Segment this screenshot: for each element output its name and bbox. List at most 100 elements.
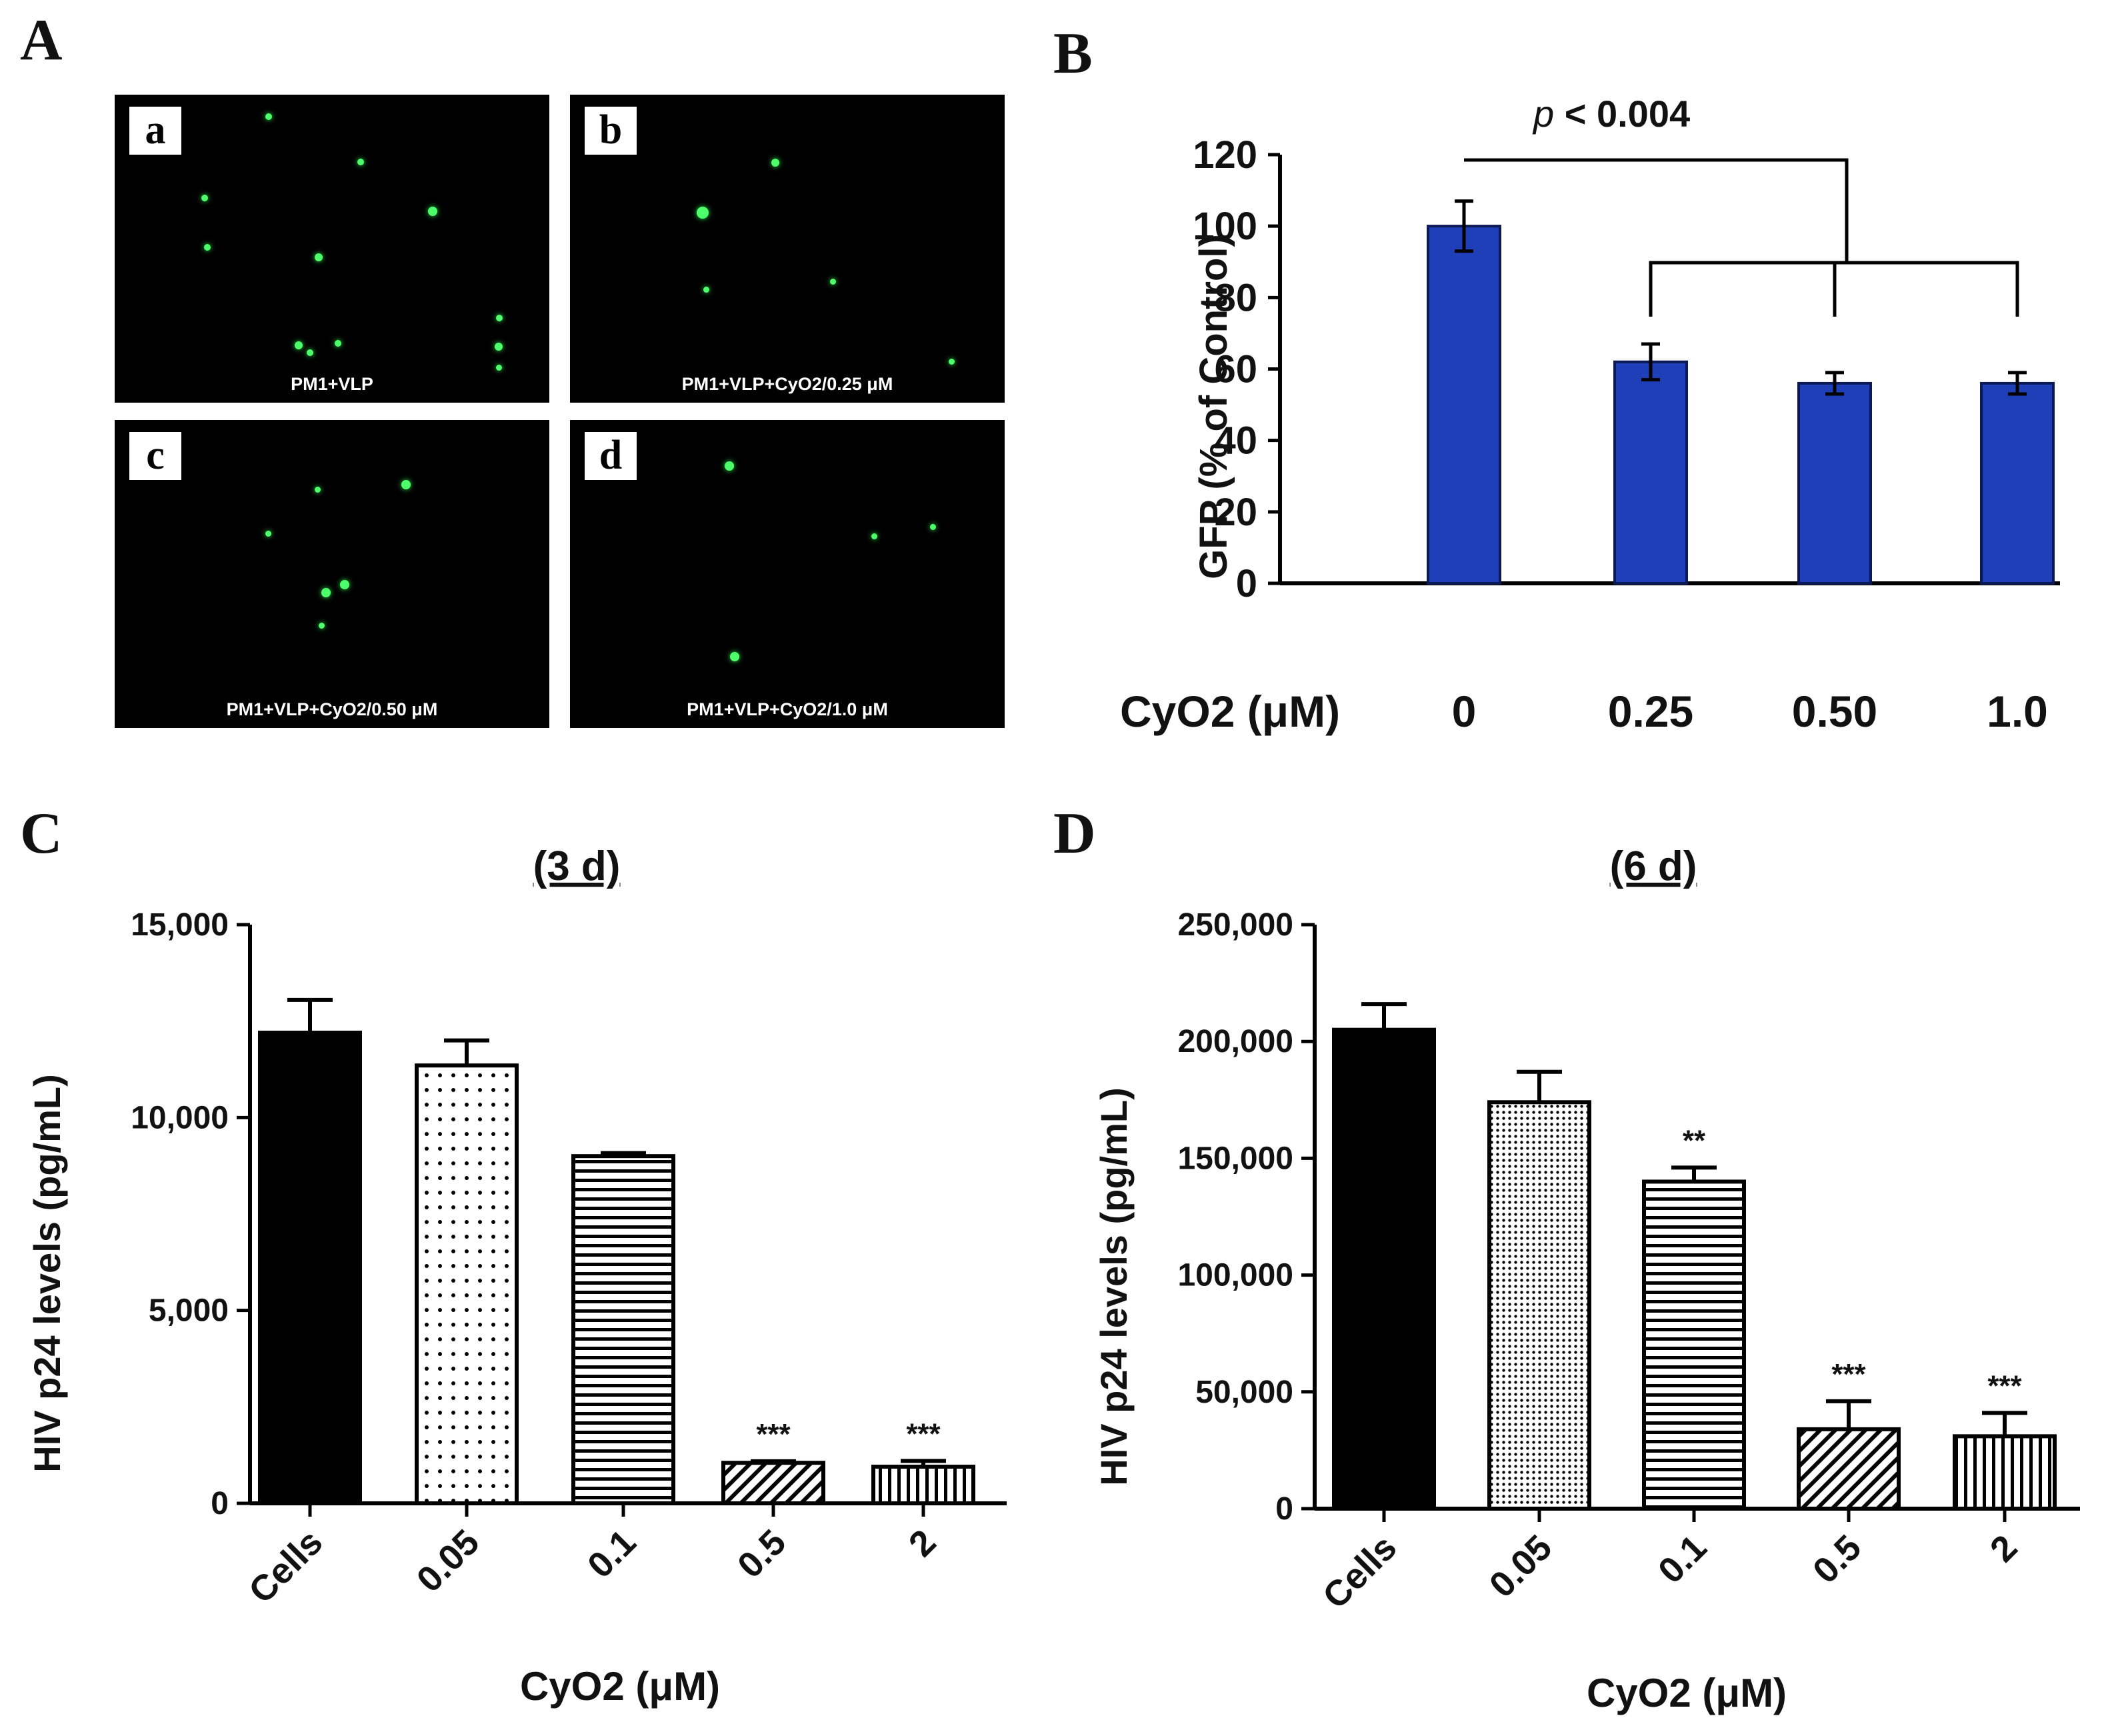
significance-bracket-top <box>1464 158 1849 263</box>
bar <box>415 1063 519 1506</box>
fluorescent-cell <box>949 359 955 365</box>
y-tick-label: 100,000 <box>1177 1258 1293 1293</box>
fluorescent-cell <box>265 113 272 120</box>
fluorescent-cell <box>703 287 709 293</box>
chart-b: GFP (% of Control) CyO2 (μM) p < 0.004 0… <box>1120 93 2060 736</box>
chart-title: (3 d) <box>533 843 621 889</box>
bar <box>258 1031 362 1505</box>
fluorescent-cell <box>871 533 877 539</box>
significance-marker: *** <box>756 1418 791 1451</box>
x-tick-label: 0.05 <box>409 1522 487 1600</box>
y-tick-label: 250,000 <box>1177 907 1293 943</box>
y-tick-label: 50,000 <box>1195 1375 1293 1410</box>
x-axis-label: CyO2 (μM) <box>520 1664 720 1709</box>
fluorescent-cell <box>428 207 437 216</box>
micrograph-caption: PM1+VLP <box>291 374 373 394</box>
micrograph-b: b PM1+VLP+CyO2/0.25 μM <box>570 95 1005 403</box>
fluorescent-cell <box>321 588 331 597</box>
chart-d: (6 d) HIV p24 levels (pg/mL) CyO2 (μM) 0… <box>1093 843 2080 1715</box>
micrograph-tag: c <box>129 432 181 480</box>
significance-marker: ** <box>1683 1124 1706 1157</box>
fluorescent-cell <box>496 365 502 371</box>
fluorescent-cell <box>335 340 341 347</box>
y-tick-label: 10,000 <box>131 1100 229 1135</box>
x-tick-label: Cells <box>241 1522 331 1611</box>
p-value-annotation: p < 0.004 <box>1532 93 1690 135</box>
y-tick-label: 200,000 <box>1177 1024 1293 1059</box>
bar <box>1613 360 1688 585</box>
bar <box>1642 1179 1746 1511</box>
y-tick-label: 100 <box>1193 205 1257 248</box>
y-tick-label: 120 <box>1193 133 1257 177</box>
fluorescent-cell <box>697 207 709 219</box>
y-tick-label: 80 <box>1214 276 1257 319</box>
x-tick-label: 2 <box>901 1522 944 1565</box>
y-axis-label: HIV p24 levels (pg/mL) <box>1093 1087 1135 1486</box>
fluorescent-cell <box>401 480 411 489</box>
micrograph-a: a PM1+VLP <box>115 95 549 403</box>
fluorescent-cell <box>265 531 271 537</box>
y-tick-label: 60 <box>1214 348 1257 391</box>
bar <box>1980 381 2055 585</box>
fluorescent-cell <box>730 652 739 661</box>
x-tick-label: 0.25 <box>1608 687 1693 736</box>
y-tick-label: 0 <box>1275 1491 1293 1527</box>
micrograph-tag: a <box>129 107 181 155</box>
fluorescent-cell <box>725 461 734 471</box>
bar <box>1487 1100 1591 1511</box>
micrograph-tag: b <box>585 107 637 155</box>
x-tick-label: 0.5 <box>730 1522 794 1586</box>
x-tick-label: 0.5 <box>1805 1527 1869 1591</box>
y-axis-label: HIV p24 levels (pg/mL) <box>26 1074 68 1473</box>
y-tick-label: 0 <box>1236 562 1257 605</box>
fluorescent-cell <box>930 524 936 530</box>
x-tick-label: 0.1 <box>1651 1527 1715 1591</box>
chart-c: (3 d) HIV p24 levels (pg/mL) CyO2 (μM) 0… <box>26 843 1007 1709</box>
x-tick-label: 1.0 <box>1987 687 2048 736</box>
x-tick-label: 0.05 <box>1482 1527 1560 1605</box>
significance-bracket-bottom <box>1649 261 2019 317</box>
micrograph-tag: d <box>585 432 637 480</box>
fluorescent-cell <box>315 487 321 493</box>
micrograph-c: c PM1+VLP+CyO2/0.50 μM <box>115 420 549 728</box>
fluorescent-cell <box>830 279 836 285</box>
x-tick-label: 2 <box>1983 1527 2025 1570</box>
bar <box>571 1154 675 1505</box>
bar <box>721 1461 825 1505</box>
micrograph-d: d PM1+VLP+CyO2/1.0 μM <box>570 420 1005 728</box>
chart-title: (6 d) <box>1610 843 1697 889</box>
fluorescent-cell <box>319 623 325 629</box>
fluorescent-cell <box>307 349 313 356</box>
bar <box>1953 1434 2057 1511</box>
x-axis-label: CyO2 (μM) <box>1587 1671 1787 1715</box>
micrograph-caption: PM1+VLP+CyO2/1.0 μM <box>687 699 888 719</box>
fluorescent-cell <box>315 253 323 261</box>
significance-marker: *** <box>1831 1358 1866 1391</box>
y-tick-label: 15,000 <box>131 907 229 943</box>
panel-label-a: A <box>20 8 63 73</box>
x-tick-label: 0.1 <box>580 1522 644 1586</box>
panel-label-d: D <box>1053 801 1096 866</box>
y-tick-label: 150,000 <box>1177 1141 1293 1176</box>
fluorescent-cell <box>496 315 503 321</box>
fluorescent-cell <box>204 244 211 251</box>
significance-marker: *** <box>1987 1369 2022 1402</box>
x-tick-label: 0 <box>1452 687 1477 736</box>
fluorescent-cell <box>201 195 208 201</box>
panel-label-b: B <box>1053 21 1093 86</box>
y-tick-label: 20 <box>1214 491 1257 534</box>
bar <box>1797 1427 1901 1511</box>
bar <box>1332 1027 1436 1511</box>
bar <box>871 1465 975 1506</box>
fluorescent-cell <box>357 159 364 165</box>
x-tick-label: 0.50 <box>1792 687 1877 736</box>
p-value: < 0.004 <box>1554 93 1690 135</box>
panel-label-c: C <box>20 801 63 866</box>
bar <box>1427 225 1501 585</box>
significance-marker: *** <box>906 1417 941 1450</box>
micrograph-caption: PM1+VLP+CyO2/0.25 μM <box>681 374 893 394</box>
y-tick-label: 40 <box>1214 419 1257 463</box>
fluorescent-cell <box>495 343 503 351</box>
y-axis-label: GFP (% of Control) <box>1192 234 1235 579</box>
fluorescent-cell <box>771 159 779 167</box>
